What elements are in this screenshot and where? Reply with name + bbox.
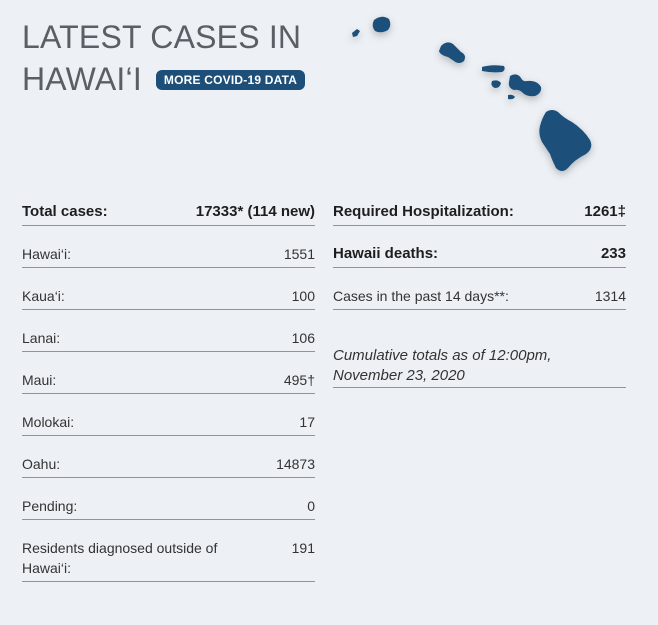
islands (352, 16, 592, 171)
row-label: Residents diagnosed outside of Hawai‘i: (22, 540, 218, 576)
case-row: Residents diagnosed outside of Hawai‘i: 1… (22, 538, 315, 582)
summary-row: Hawaii deaths: 233 (333, 244, 626, 268)
case-row: Oahu: 14873 (22, 454, 315, 478)
row-value: 233 (600, 245, 626, 262)
title-line: LATEST CASES IN (22, 19, 302, 55)
row-label: Molokai: (22, 414, 75, 430)
row-label: Lanai: (22, 330, 61, 346)
row-value: 1551 (283, 246, 315, 262)
case-row: Hawai‘i: 1551 (22, 244, 315, 268)
summary: Required Hospitalization: 1261‡ Hawaii de… (333, 202, 626, 388)
island-cases: Total cases: 17333* (114 new) Hawai‘i: 155… (22, 202, 315, 582)
summary-row: Required Hospitalization: 1261‡ (333, 202, 626, 226)
row-label: Cases in the past 14 days**: (333, 288, 509, 304)
row-value: 14873 (276, 456, 315, 472)
title-text: HAWAI‘I (22, 61, 142, 97)
kauai (372, 16, 391, 33)
row-label: Hawai‘i: (22, 246, 72, 262)
row-label: Required Hospitalization: (333, 203, 514, 220)
row-value: 191 (291, 540, 315, 556)
title-line: HAWAI‘I MORE COVID-19 DATA (22, 58, 306, 100)
case-row: Lanai: 106 (22, 328, 315, 352)
row-label: Pending: (22, 498, 78, 514)
row-value: 17 (299, 414, 315, 430)
niihau (352, 29, 360, 37)
lanai (491, 80, 501, 88)
row-value: 17333* (114 new) (195, 203, 315, 220)
more-data-button[interactable]: MORE COVID-19 DATA (155, 70, 306, 90)
row-value: 100 (291, 288, 315, 304)
row-value: 1314 (594, 288, 626, 304)
row-value: 0 (307, 498, 315, 514)
molokai (482, 65, 505, 73)
case-row: Maui: 495† (22, 370, 315, 394)
big-island (539, 110, 592, 171)
maui (508, 74, 542, 97)
case-row: Total cases: 17333* (114 new) (22, 202, 315, 226)
row-value: 106 (291, 330, 315, 346)
hawaii-map (352, 16, 592, 171)
row-label: Kaua‘i: (22, 288, 65, 304)
case-row: Kaua‘i: 100 (22, 286, 315, 310)
note-line: Cumulative totals as of 12:00pm, (333, 347, 552, 364)
note-line: November 23, 2020 (333, 367, 465, 384)
row-label: Oahu: (22, 456, 61, 472)
summary-row: Cases in the past 14 days**: 1314 (333, 286, 626, 310)
note: Cumulative totals as of 12:00pm, Novembe… (333, 346, 626, 388)
case-row: Pending: 0 (22, 496, 315, 520)
row-label: Maui: (22, 372, 57, 388)
row-value: 495† (283, 372, 315, 388)
row-label: Total cases: (22, 203, 108, 220)
title: LATEST CASES IN HAWAI‘I MORE COVID-19 DAT… (22, 16, 306, 100)
kahoolawe (508, 94, 515, 100)
case-row: Molokai: 17 (22, 412, 315, 436)
row-label: Hawaii deaths: (333, 245, 439, 262)
row-value: 1261‡ (584, 203, 626, 220)
oahu (439, 42, 465, 63)
